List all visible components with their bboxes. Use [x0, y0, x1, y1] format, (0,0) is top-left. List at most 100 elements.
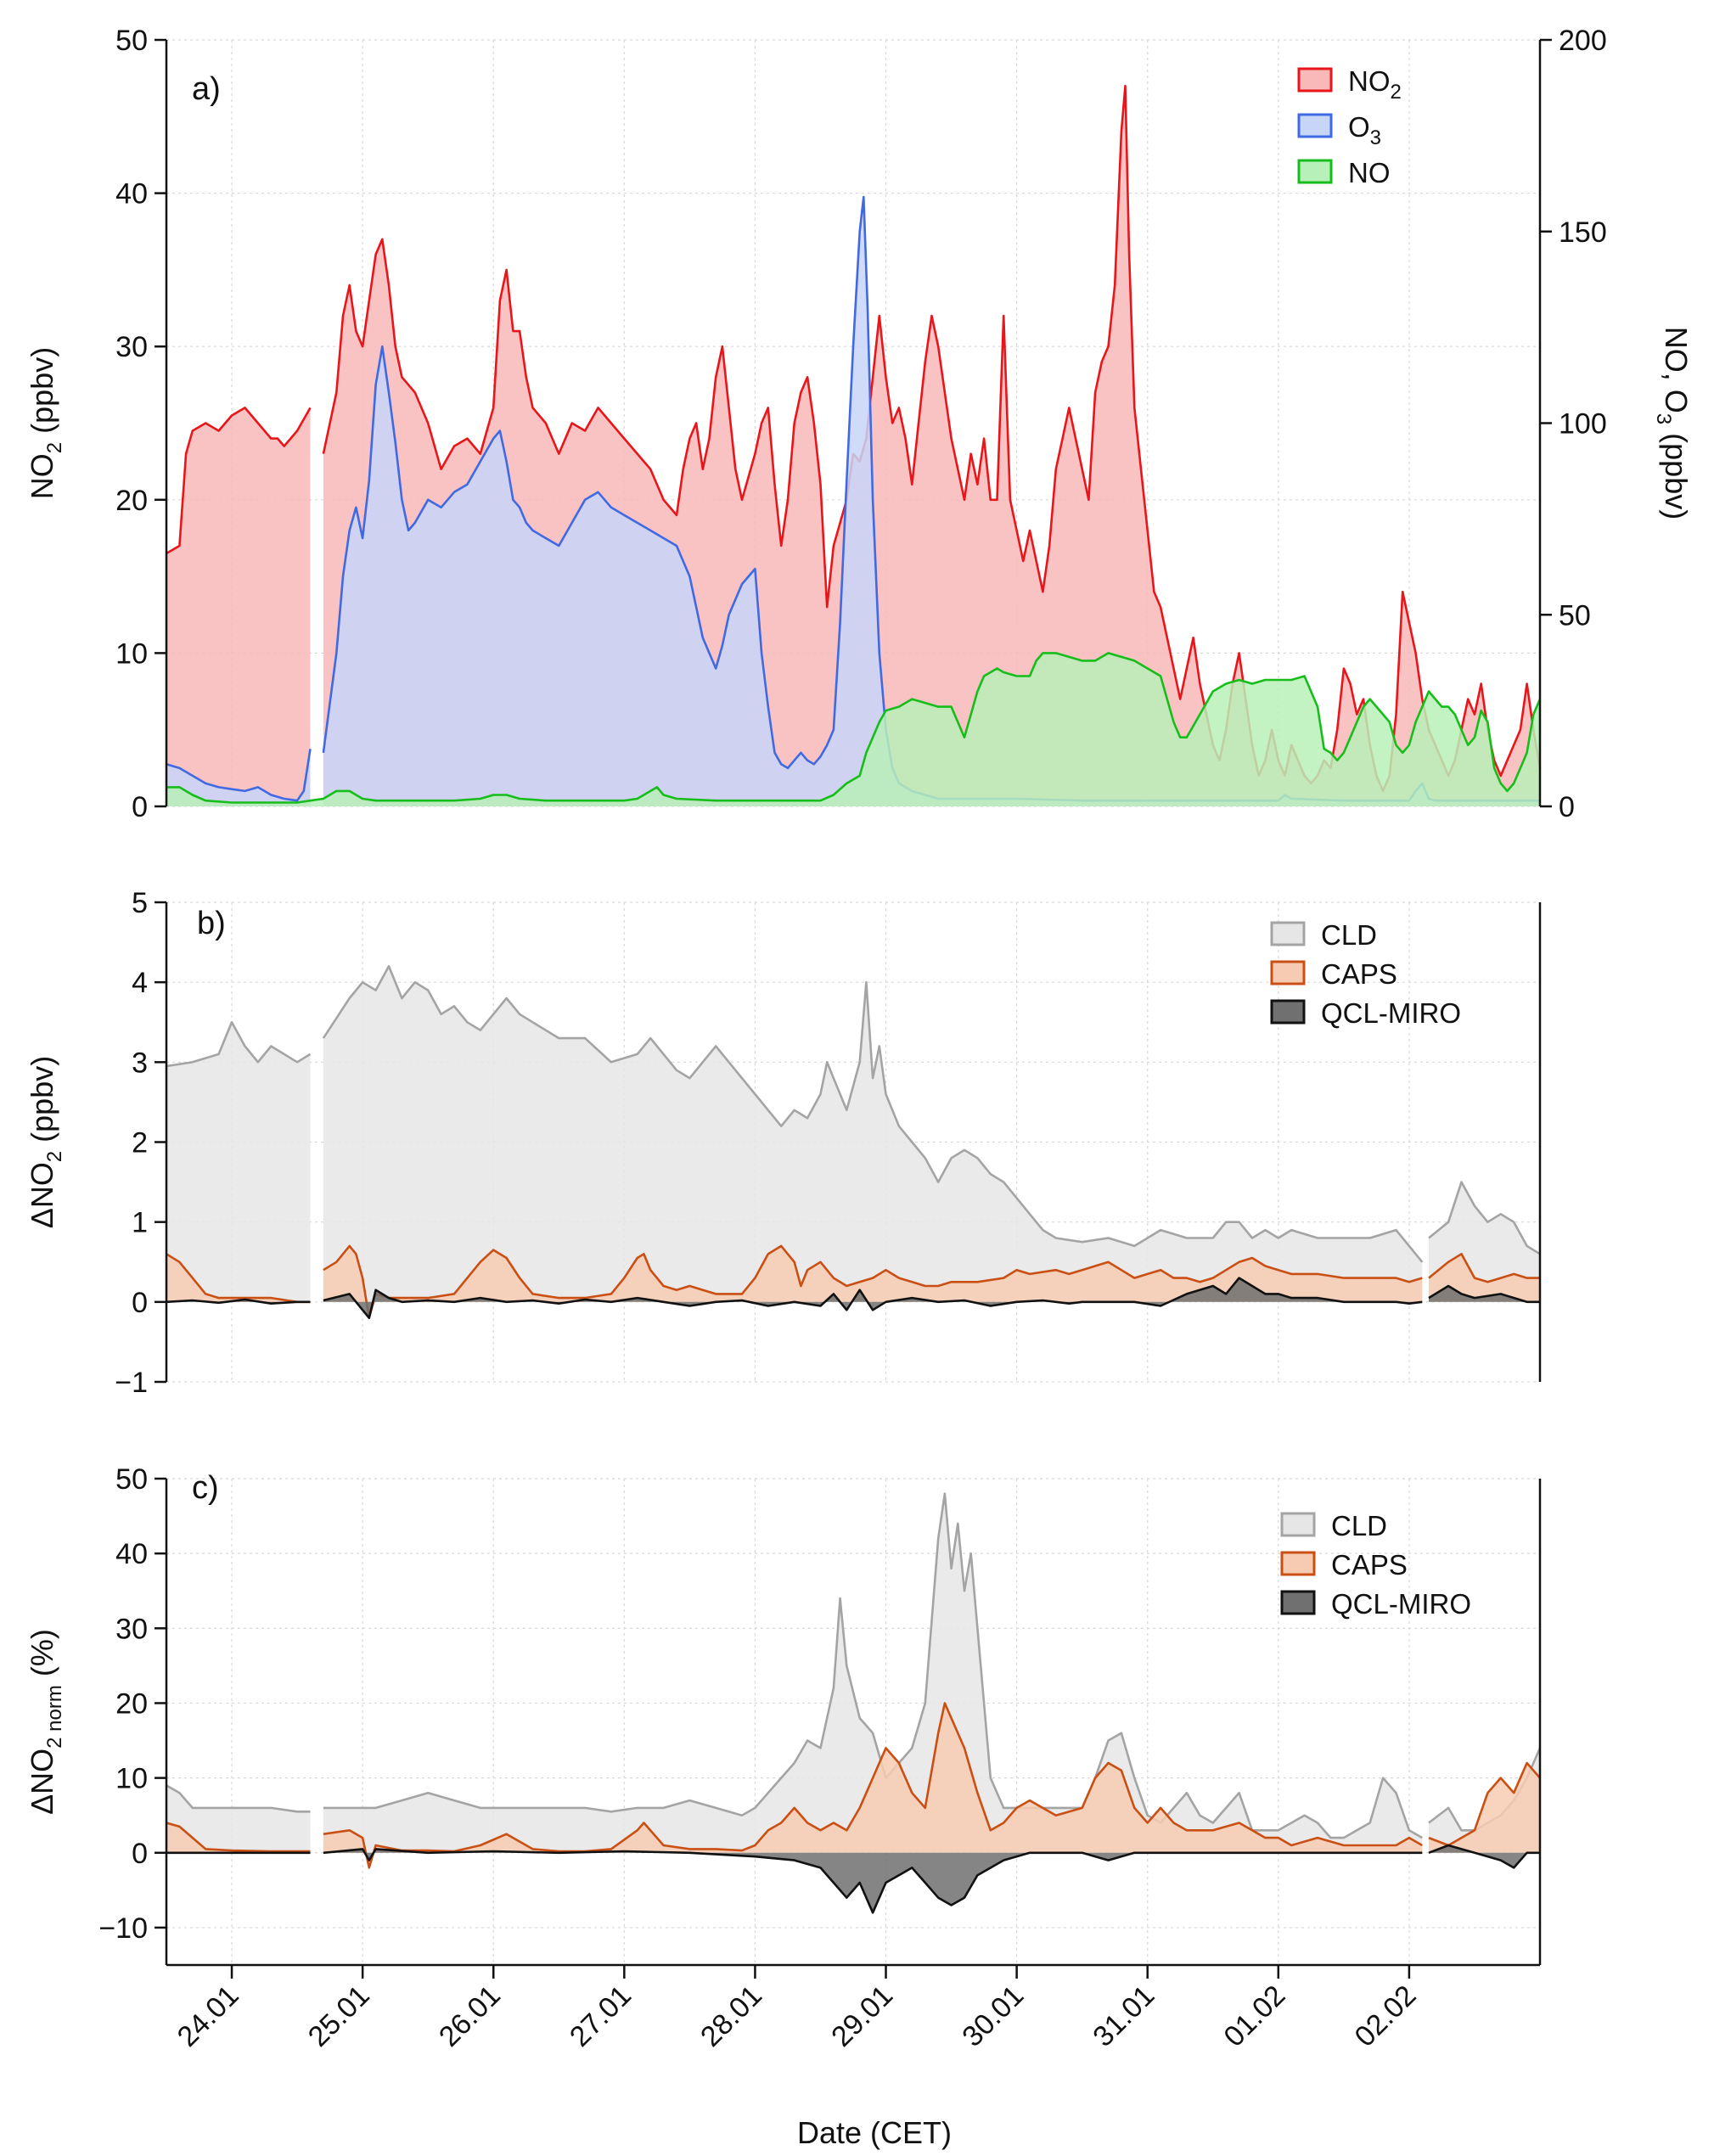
y-tick-label: −10: [98, 1912, 148, 1945]
panel-b: −1 0 1 2 3 4 5 ΔNO2 (ppbv) b) CLD CAPS QCL-MIRO: [25, 887, 1542, 1399]
area-caps: [166, 1254, 311, 1302]
y-tick-label: 30: [115, 1613, 148, 1645]
series-qcl: [166, 1277, 1540, 1319]
line-cld: [1428, 1181, 1541, 1255]
line-no2: [322, 84, 1542, 793]
x-tick-label: 02.02: [1349, 1979, 1423, 2053]
line-caps: [166, 1822, 311, 1853]
y-tick-label: −1: [115, 1367, 148, 1399]
y-tick-label-right: 150: [1559, 216, 1607, 249]
line-caps: [166, 1253, 311, 1304]
y-tick-label-right: 0: [1559, 791, 1575, 823]
y-tick-label: 3: [132, 1047, 148, 1079]
line-caps: [1428, 1761, 1541, 1847]
y-axis-label: ΔNO2 (ppbv): [25, 1056, 66, 1228]
line-cld: [166, 1784, 311, 1813]
y-tick-label: 40: [115, 1538, 148, 1570]
x-tick-label: 01.02: [1217, 1979, 1291, 2053]
area-caps: [323, 1703, 1423, 1868]
area-no2: [166, 407, 311, 806]
x-tick-label: 29.01: [825, 1979, 899, 2053]
y-tick-label-left: 40: [115, 178, 148, 211]
x-tick-label: 27.01: [564, 1979, 638, 2053]
series-qcl: [166, 1844, 1540, 1914]
line-cld: [323, 1492, 1423, 1839]
line-o3: [166, 749, 312, 802]
y-tick-label: 0: [132, 1287, 148, 1319]
y-tick-label-left: 0: [132, 791, 148, 823]
legend-label: CLD: [1331, 1510, 1387, 1541]
y-tick-label-left: 20: [115, 485, 148, 517]
y-tick-label-right: 100: [1559, 408, 1607, 441]
legend: CLD CAPS QCL-MIRO: [1280, 1510, 1471, 1620]
y-tick-label: 5: [132, 887, 148, 919]
legend-label: CAPS: [1331, 1549, 1408, 1581]
y-tick-label-right: 50: [1559, 599, 1591, 632]
line-caps: [323, 1244, 1423, 1319]
legend-swatch-no: [1297, 159, 1333, 184]
legend-label: NO2: [1348, 65, 1402, 104]
y-tick-label-right: 200: [1559, 25, 1607, 57]
line-qcl: [166, 1298, 311, 1305]
legend-label: CLD: [1321, 919, 1377, 951]
area-caps: [166, 1822, 311, 1853]
line-no2: [166, 407, 312, 555]
area-caps: [1429, 1763, 1540, 1853]
x-axis-label: Date (CET): [797, 2115, 952, 2150]
panel-a: 0 10 20 30 40 50 0 50 100 150 200 NO2 (ppbv) NO, O3 …: [25, 25, 1694, 823]
line-caps: [1428, 1253, 1540, 1283]
legend-swatch-no: [1297, 67, 1333, 93]
line-qcl: [323, 1277, 1423, 1319]
legend: CLD CAPS QCL-MIRO: [1270, 919, 1461, 1029]
y-tick-label: 2: [132, 1127, 148, 1159]
line-qcl: [323, 1848, 1423, 1914]
area-cld: [166, 1785, 311, 1853]
y-tick-label: 10: [115, 1763, 148, 1795]
y-tick-label: 20: [115, 1687, 148, 1720]
y-tick-label: 0: [132, 1838, 148, 1870]
series-no: [166, 652, 1542, 806]
area-cld: [166, 1022, 311, 1302]
legend-swatch-cld: [1270, 921, 1306, 946]
series-cld: [166, 1492, 1542, 1853]
x-tick-label: 31.01: [1087, 1979, 1160, 2053]
series-caps: [166, 1702, 1541, 1869]
x-tick-label: 28.01: [694, 1979, 768, 2053]
x-tick-label: 26.01: [433, 1979, 507, 2053]
line-cld: [322, 965, 1424, 1263]
x-tick-label: 24.01: [171, 1979, 245, 2053]
series-cld: [166, 965, 1541, 1302]
area-o3: [166, 749, 311, 806]
panel-c: −10 0 10 20 30 40 50 ΔNO2 norm (%) c) CLD CAPS QCL-…: [25, 1463, 1542, 1967]
legend-swatch-caps: [1270, 960, 1306, 985]
line-qcl: [1428, 1844, 1540, 1869]
legend-label: QCL-MIRO: [1331, 1588, 1471, 1620]
line-no: [166, 652, 1542, 804]
x-tick-label: 30.01: [956, 1979, 1030, 2053]
line-cld: [166, 1021, 312, 1068]
legend-swatch-qcl-miro: [1270, 999, 1306, 1025]
y-axis-label-left: NO2 (ppbv): [25, 347, 66, 499]
area-cld: [323, 966, 1423, 1302]
panel-label-b: b): [197, 906, 226, 941]
area-o3: [323, 197, 1540, 807]
x-tick-label: 25.01: [302, 1979, 376, 2053]
y-axis-label-right: NO, O3 (ppbv): [1652, 327, 1694, 519]
panel-label-a: a): [192, 71, 221, 107]
legend-label: O3: [1348, 111, 1381, 149]
legend: NO2 O3 NO: [1297, 65, 1402, 188]
y-tick-label: 50: [115, 1463, 148, 1496]
legend-swatch-caps: [1280, 1551, 1316, 1576]
y-tick-label: 1: [132, 1207, 148, 1239]
y-tick-label: 4: [132, 967, 148, 999]
y-tick-label-left: 30: [115, 331, 148, 363]
y-tick-label-left: 50: [115, 25, 148, 57]
area-qcl: [323, 1849, 1423, 1913]
area-qcl: [1429, 1845, 1540, 1868]
line-caps: [323, 1702, 1423, 1869]
legend-label: QCL-MIRO: [1321, 997, 1461, 1029]
legend-swatch-o: [1297, 113, 1333, 138]
legend-swatch-qcl-miro: [1280, 1590, 1316, 1615]
x-axis: 24.01 25.01 26.01 27.01 28.01 29.01 30.01 31.01…: [171, 1965, 1423, 2053]
